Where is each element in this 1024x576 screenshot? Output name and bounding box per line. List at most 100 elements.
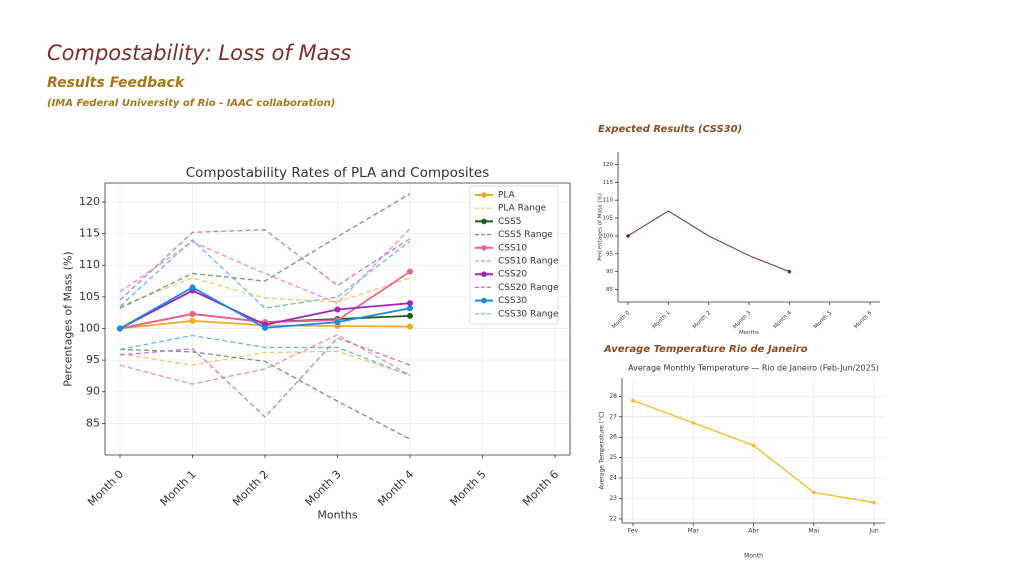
series-line — [119, 228, 411, 304]
point — [751, 443, 756, 448]
point — [334, 319, 341, 326]
point — [189, 310, 196, 317]
chart-title: Average Monthly Temperature — Rio de Jan… — [628, 364, 879, 373]
x-tick-label: Month 2 — [692, 310, 712, 330]
point — [407, 323, 413, 330]
series-line — [119, 350, 411, 376]
x-tick-label: Month 3 — [303, 468, 344, 509]
legend-label: CSS5 Range — [498, 230, 553, 240]
slide-title: Compostability: Loss of Mass — [47, 41, 351, 65]
point — [334, 306, 341, 313]
point — [189, 317, 196, 324]
series-line — [119, 277, 411, 307]
x-tick-label: Abr — [748, 528, 759, 535]
x-tick-label: Month 2 — [230, 468, 271, 509]
temperature-heading: Average Temperature Rio de Janeiro — [603, 344, 808, 355]
y-tick-label: 110 — [79, 258, 100, 271]
y-tick-label: 90 — [86, 385, 100, 398]
x-tick-label: Month 3 — [732, 310, 752, 330]
y-tick-label: 85 — [606, 287, 613, 293]
y-tick-label: 115 — [79, 227, 100, 240]
legend-marker — [481, 297, 487, 304]
x-tick-label: Month 6 — [520, 468, 561, 509]
point — [811, 490, 816, 495]
y-axis-label: Percentages of Mass (%) — [62, 251, 75, 386]
x-tick-label: Fev — [628, 528, 639, 535]
y-tick-label: 25 — [609, 454, 617, 461]
point — [407, 268, 413, 275]
y-tick-label: 22 — [609, 515, 617, 522]
legend-label: CSS10 Range — [498, 257, 559, 267]
legend-label: CSS20 Range — [498, 283, 559, 293]
point — [117, 325, 123, 332]
point — [262, 324, 268, 331]
x-tick-label: Month 6 — [853, 310, 873, 330]
legend-label: PLA Range — [498, 204, 547, 214]
point — [626, 234, 630, 238]
x-axis-label: Month — [744, 553, 763, 560]
legend-label: CSS5 — [498, 217, 521, 227]
x-tick-label: Month 1 — [158, 468, 199, 509]
series-line — [119, 337, 411, 418]
x-tick-label: Jun — [868, 528, 879, 535]
point — [691, 421, 696, 425]
y-tick-label: 100 — [79, 321, 100, 334]
y-tick-label: 95 — [86, 353, 100, 366]
legend-marker — [481, 245, 487, 251]
legend-marker — [481, 271, 487, 278]
y-tick-label: 26 — [609, 434, 617, 441]
point — [787, 269, 792, 274]
x-axis-label: Months — [739, 330, 759, 336]
legend-label: CSS30 — [498, 296, 527, 306]
x-tick-label: Month 1 — [652, 310, 672, 330]
y-tick-label: 105 — [603, 216, 614, 222]
legend-label: CSS20 — [498, 270, 527, 280]
x-tick-label: Month 5 — [813, 310, 833, 330]
legend-label: CSS30 Range — [498, 309, 559, 319]
x-tick-label: Month 5 — [448, 468, 489, 509]
y-tick-label: 85 — [86, 416, 100, 429]
x-tick-label: Month 0 — [611, 310, 631, 330]
series-line — [119, 334, 411, 385]
point — [189, 284, 196, 291]
y-tick-label: 95 — [606, 251, 613, 257]
x-tick-label: Month 0 — [85, 468, 126, 509]
x-axis-label: Months — [317, 509, 357, 522]
y-axis-label: Percentages of Mass (%) — [597, 193, 603, 261]
legend-marker — [481, 218, 487, 225]
x-tick-label: Mai — [808, 528, 819, 535]
y-tick-label: 100 — [603, 233, 614, 239]
point — [407, 312, 413, 319]
y-tick-label: 120 — [79, 195, 100, 208]
point — [407, 305, 413, 312]
point — [631, 398, 635, 403]
legend-label: CSS10 — [498, 243, 527, 253]
series-line — [119, 193, 411, 309]
expected-heading: Expected Results (CSS30) — [598, 124, 742, 135]
y-tick-label: 115 — [603, 180, 614, 186]
x-tick-label: Month 4 — [773, 310, 793, 330]
series-line — [119, 239, 411, 309]
x-tick-label: Month 4 — [375, 468, 416, 509]
y-axis-label: Average Temperature (°C) — [599, 411, 606, 489]
slide-note: (IMA Federal University of Rio - IAAC co… — [47, 98, 335, 109]
point — [407, 300, 413, 307]
y-tick-label: 105 — [79, 290, 100, 303]
legend-marker — [481, 192, 487, 198]
y-tick-label: 90 — [606, 269, 613, 275]
y-tick-label: 27 — [609, 413, 617, 420]
point — [872, 500, 876, 505]
x-tick-label: Mar — [688, 528, 700, 535]
y-tick-label: 120 — [603, 162, 614, 168]
y-tick-label: 24 — [609, 475, 617, 482]
series-line — [119, 229, 411, 301]
chart-title: Compostability Rates of PLA and Composit… — [186, 165, 490, 181]
legend-label: PLA — [498, 191, 516, 201]
y-tick-label: 23 — [609, 495, 617, 502]
y-tick-label: 110 — [603, 198, 614, 204]
series-line — [627, 210, 790, 273]
series-line — [119, 334, 411, 376]
slide-subtitle: Results Feedback — [47, 75, 186, 91]
